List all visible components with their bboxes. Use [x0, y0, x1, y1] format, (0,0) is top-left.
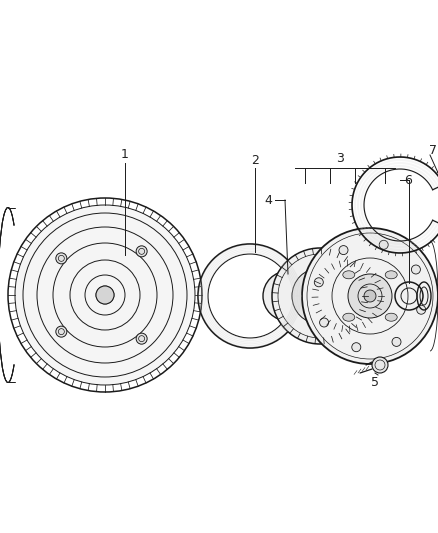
Text: 7: 7	[429, 144, 437, 157]
Circle shape	[364, 290, 376, 302]
Text: 3: 3	[336, 151, 344, 165]
Circle shape	[352, 343, 361, 352]
Circle shape	[339, 246, 348, 255]
Circle shape	[417, 305, 426, 314]
Circle shape	[312, 260, 384, 332]
Circle shape	[302, 228, 438, 364]
Circle shape	[96, 286, 114, 304]
Text: 1: 1	[121, 149, 129, 161]
Text: 6: 6	[404, 174, 412, 187]
Circle shape	[338, 286, 358, 306]
Text: 5: 5	[371, 376, 379, 390]
Circle shape	[15, 205, 195, 385]
Circle shape	[372, 357, 388, 373]
Ellipse shape	[385, 271, 397, 279]
Circle shape	[281, 289, 295, 303]
Circle shape	[272, 248, 368, 344]
Circle shape	[56, 326, 67, 337]
Circle shape	[136, 333, 147, 344]
Circle shape	[263, 271, 313, 321]
Circle shape	[411, 265, 420, 274]
Text: 2: 2	[251, 154, 259, 166]
Circle shape	[292, 268, 348, 324]
Circle shape	[379, 240, 388, 249]
Circle shape	[56, 253, 67, 264]
Circle shape	[274, 282, 302, 310]
Ellipse shape	[343, 271, 355, 279]
Circle shape	[392, 337, 401, 346]
Circle shape	[136, 246, 147, 257]
Ellipse shape	[385, 313, 397, 321]
Circle shape	[328, 276, 368, 316]
Circle shape	[314, 278, 323, 287]
Ellipse shape	[343, 313, 355, 321]
Text: 4: 4	[264, 193, 272, 206]
Circle shape	[348, 274, 392, 318]
Circle shape	[306, 282, 334, 310]
Circle shape	[314, 290, 326, 302]
Circle shape	[320, 318, 328, 327]
